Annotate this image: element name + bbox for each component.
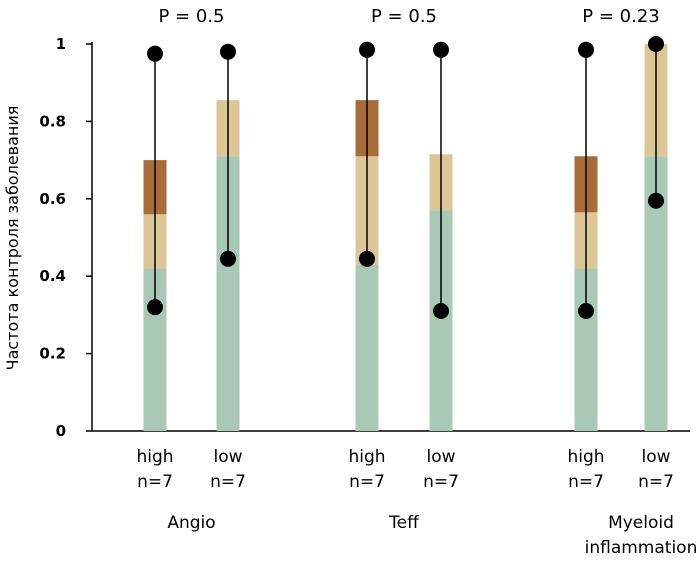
whisker-point-high <box>220 43 236 60</box>
whisker-point-low <box>578 303 594 320</box>
bar-category-label: high <box>567 447 604 467</box>
y-axis-label: Частота контроля заболевания <box>3 106 22 371</box>
whisker-point-high <box>147 45 163 62</box>
whisker-point-high <box>648 36 664 52</box>
bar-n-label: n=7 <box>349 472 385 492</box>
p-value-label: P = 0.5 <box>158 6 224 27</box>
whisker-point-high <box>359 41 375 58</box>
whisker-point-low <box>220 250 236 267</box>
group-label: Myeloid <box>608 513 674 533</box>
group-label: Teff <box>388 513 420 533</box>
y-tick-label: 0.2 <box>39 345 66 363</box>
group-label: Angio <box>167 513 215 533</box>
y-tick-label: 0.6 <box>39 190 66 208</box>
y-tick-label: 0 <box>56 422 66 440</box>
whisker-point-high <box>433 41 449 58</box>
plot-area: 0 0.2 0.4 0.6 0.8 1 P = 0.5 high n=7 low n=7 Angio P… <box>39 6 697 558</box>
bar-category-label: low <box>426 447 455 467</box>
whisker-point-low <box>433 303 449 320</box>
p-value-label: P = 0.23 <box>582 6 659 27</box>
bar-segment-base <box>644 156 668 432</box>
bar-segment-base <box>355 264 379 431</box>
bar-n-label: n=7 <box>423 472 459 492</box>
y-tick-label: 0.4 <box>39 267 66 285</box>
bar-category-label: low <box>213 447 242 467</box>
bar-category-label: low <box>641 447 670 467</box>
whisker-point-high <box>578 41 594 58</box>
bar-n-label: n=7 <box>568 472 604 492</box>
bar-segment-base <box>429 210 453 431</box>
whisker-point-low <box>648 192 664 209</box>
y-tick-label: 0.8 <box>39 112 66 130</box>
bar-category-label: high <box>136 447 173 467</box>
bar-n-label: n=7 <box>210 472 246 492</box>
bar-category-label: high <box>348 447 385 467</box>
bar-n-label: n=7 <box>638 472 674 492</box>
group-label: inflammation <box>585 538 698 558</box>
bar-segment-base <box>216 156 240 432</box>
whisker-point-low <box>359 250 375 267</box>
p-value-label: P = 0.5 <box>371 6 437 27</box>
whisker-point-low <box>147 299 163 316</box>
bar-n-label: n=7 <box>137 472 173 492</box>
y-tick-label: 1 <box>56 35 66 53</box>
